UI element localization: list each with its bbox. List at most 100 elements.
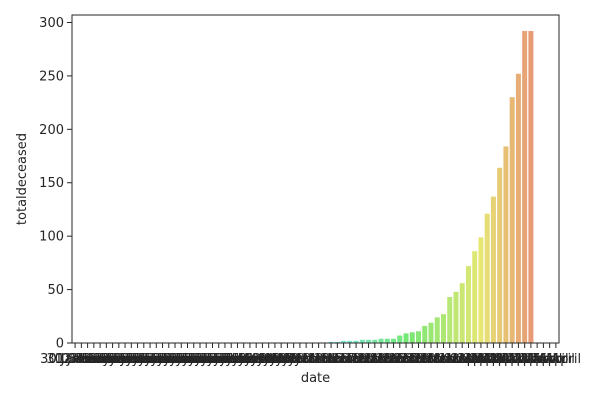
bar [441,314,446,343]
bar [497,167,503,343]
x-tick-label: 13 March [313,352,373,367]
x-tick-label: 09 February [98,352,177,367]
x-tick-label: 19 March [351,352,411,367]
x-tick-label: 11 February [111,352,190,367]
bar [359,339,365,343]
x-tick-label: 23 February [186,352,265,367]
bar [434,317,440,343]
x-tick-label: 12 April [506,352,556,367]
bar [341,340,347,343]
x-tick-label: 17 February [148,352,227,367]
x-tick-label: 20 March [357,352,417,367]
bar [334,341,340,343]
x-tick-label: 29 March [413,352,473,367]
x-tick-label: 15 April [524,352,574,367]
x-tick-label: 07 February [86,352,165,367]
x-tick-label: 04 March [257,352,317,367]
x-tick-label: 18 March [345,352,405,367]
bar [409,332,415,343]
x-tick-label: 21 March [363,352,423,367]
x-tick-label: 12 February [117,352,196,367]
x-tick-label: 31 March [426,352,486,367]
bar [478,237,484,343]
bar [459,283,465,343]
bar [490,196,496,343]
x-tick-label: 09 April [487,352,537,367]
x-tick-label: 21 February [173,352,252,367]
bar [353,340,359,343]
x-tick-label: 15 March [326,352,386,367]
x-tick-label: 06 February [80,352,159,367]
bars [328,31,534,344]
bar [472,251,478,343]
plot-frame [71,14,560,344]
x-tick-label: 19 February [161,352,240,367]
x-tick-label: 13 April [512,352,562,367]
bar [465,266,471,343]
x-tick-label: 27 March [401,352,461,367]
x-tick-label: 11 April [499,352,549,367]
x-axis-label: date [301,371,330,386]
bar [378,338,384,343]
x-tick-label: 05 March [263,352,323,367]
y-axis-ticks: 0 50 100 150 200 250 300 [39,16,72,352]
x-tick-label: 07 March [276,352,336,367]
x-tick-label: 23 March [376,352,436,367]
y-axis-label: totaldeceased [15,133,30,225]
x-tick-label: 01 February [48,352,127,367]
x-tick-label: 04 April [456,352,506,367]
x-tick-label: 25 February [198,352,277,367]
x-tick-label: 10 March [295,352,355,367]
x-tick-label: 10 April [493,352,543,367]
bar [422,325,428,343]
bar [428,322,434,343]
bar [515,73,521,343]
y-tick-label: 300 [39,16,64,31]
bar [453,291,459,343]
x-tick-label: 22 February [180,352,259,367]
x-tick-label: 24 February [192,352,271,367]
x-tick-label: 02 February [55,352,134,367]
x-tick-label: 26 March [395,352,455,367]
x-tick-label: 26 February [205,352,284,367]
bar [403,333,409,343]
x-tick-label: 01 April [437,352,487,367]
bar [328,341,334,343]
x-tick-label: 28 February [217,352,296,367]
x-tick-label: 14 February [130,352,209,367]
x-tick-label: 06 April [468,352,518,367]
x-tick-label: 24 March [382,352,442,367]
bar [372,339,378,343]
x-tick-label: 28 March [407,352,467,367]
x-tick-label: 14 March [320,352,380,367]
x-tick-label: 04 February [67,352,146,367]
y-tick-label: 150 [39,176,64,191]
y-tick-label: 200 [39,123,64,138]
bar [447,297,453,343]
x-tick-label: 14 April [518,352,568,367]
x-tick-label: 05 April [462,352,512,367]
x-tick-label: 27 February [211,352,290,367]
x-tick-label: 30 January [40,352,110,367]
y-tick-label: 50 [47,283,64,298]
bar [391,338,397,343]
x-tick-label: 08 February [92,352,171,367]
bar [503,146,509,343]
x-tick-label: 05 February [73,352,152,367]
y-tick-label: 100 [39,230,64,245]
x-tick-label: 01 March [239,352,299,367]
x-tick-label: 08 March [282,352,342,367]
x-tick-label: 16 March [332,352,392,367]
x-tick-label: 09 March [288,352,348,367]
bar [397,335,403,343]
x-tick-label: 03 February [61,352,140,367]
x-tick-label: 03 March [251,352,311,367]
y-tick-label: 250 [39,69,64,84]
x-tick-label: 07 April [474,352,524,367]
x-tick-label: 03 April [450,352,500,367]
x-tick-label: 20 February [167,352,246,367]
x-tick-label: 16 February [142,352,221,367]
x-tick-label: 16 April [531,352,581,367]
